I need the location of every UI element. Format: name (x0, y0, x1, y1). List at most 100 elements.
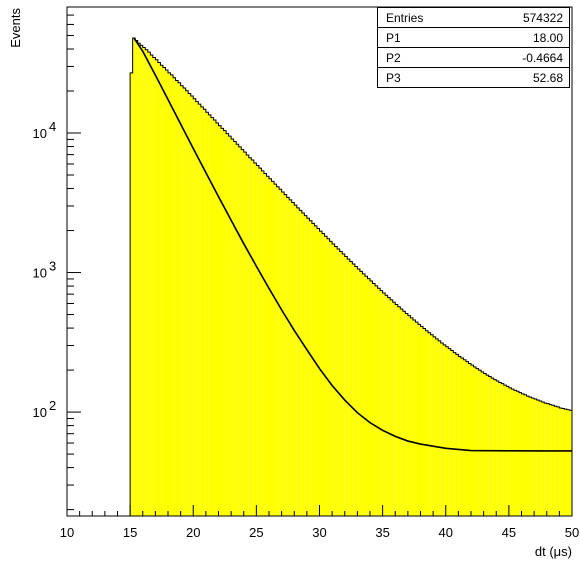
histogram-bin (284, 194, 287, 516)
histogram-bin (173, 77, 176, 516)
histogram-bin (269, 178, 272, 516)
histogram-bin (155, 59, 158, 516)
histogram-bin (188, 93, 191, 516)
histogram-bin (415, 322, 418, 516)
histogram-bin (165, 69, 168, 516)
histogram-bin (339, 251, 343, 517)
x-axis-label: dt (μs) (535, 544, 572, 559)
histogram-bin (516, 391, 519, 516)
histogram-bin (228, 136, 232, 516)
x-tick-label: 40 (439, 525, 453, 540)
histogram-bin (455, 354, 459, 516)
histogram-bin (428, 332, 431, 516)
histogram-bin (152, 57, 156, 517)
histogram-bin (160, 65, 163, 516)
fit-curve (133, 37, 572, 452)
histogram-bin (248, 157, 252, 516)
histogram-bin (271, 181, 275, 516)
histogram-bin (200, 106, 204, 517)
histogram-bin (349, 261, 353, 516)
histogram-bin (405, 313, 408, 516)
histogram-bin (483, 373, 487, 516)
histogram-bin (279, 189, 282, 516)
histogram-bin (329, 241, 333, 516)
histogram-bin (274, 184, 277, 516)
stats-value: 574322 (522, 10, 563, 25)
histogram-bin (203, 109, 206, 516)
histogram-bin (420, 326, 424, 516)
histogram-bin (157, 62, 161, 516)
histogram-bin (319, 231, 323, 517)
stats-value: 52.68 (532, 70, 563, 85)
histogram-bin (296, 207, 300, 516)
histogram-bin (561, 408, 565, 516)
histogram-bin (400, 308, 403, 516)
histogram-bin (316, 228, 320, 516)
histogram-bin (304, 215, 307, 516)
histogram-bin (162, 67, 166, 516)
y-tick-exponent: 3 (49, 259, 56, 274)
x-tick-label: 25 (249, 525, 263, 540)
histogram-bin (241, 149, 244, 516)
histogram-bin (471, 365, 474, 516)
histogram-bin (142, 47, 146, 517)
histogram-bin (168, 72, 171, 517)
histogram-bin (493, 379, 497, 516)
histogram-bin (491, 378, 494, 516)
histogram-bin (564, 409, 567, 516)
stats-row-p3: P3 52.68 (378, 67, 569, 87)
histogram-bin (243, 152, 247, 516)
histogram-bin (478, 370, 482, 516)
histogram-bin (145, 49, 148, 517)
histogram-bin (448, 348, 451, 516)
histogram-bin (357, 268, 360, 516)
histogram-outline (129, 37, 572, 516)
stats-value: 18.00 (532, 30, 563, 45)
y-tick-label: 10 (33, 405, 47, 420)
histogram-bin (218, 125, 222, 516)
histogram-bin (175, 80, 179, 516)
histogram-bin (231, 139, 234, 516)
histogram-bin (453, 352, 456, 516)
histogram-bin (185, 90, 189, 517)
x-tick-label: 35 (375, 525, 389, 540)
x-tick-label: 30 (312, 525, 326, 540)
histogram-bin (385, 295, 388, 516)
histogram-bin (208, 114, 211, 517)
x-tick-label: 20 (186, 525, 200, 540)
histogram-bin (342, 254, 345, 516)
histogram-bin (354, 266, 358, 516)
histogram-bin (215, 122, 219, 517)
histogram-bin (380, 290, 383, 516)
histogram-bin (425, 330, 429, 516)
histogram-bin (521, 393, 525, 516)
histogram-bin (301, 213, 305, 516)
histogram-bin (423, 328, 426, 516)
histogram-bin (433, 336, 436, 516)
stats-box: Entries 574322 P1 18.00 P2 -0.4664 P3 52… (377, 7, 570, 88)
histogram-bin (263, 173, 267, 516)
histogram-bin (306, 218, 310, 517)
histogram-bin (256, 165, 259, 517)
histogram-bin (372, 283, 376, 516)
histogram-bin (518, 392, 522, 516)
histogram-bin (375, 285, 378, 516)
histogram-bin (488, 376, 492, 516)
histogram-bin (402, 311, 406, 516)
histogram-bin (417, 324, 421, 516)
histogram-bin (205, 112, 209, 516)
histogram-bin (281, 191, 285, 516)
histogram-bin (198, 104, 201, 516)
x-tick-label: 50 (565, 525, 579, 540)
histogram-bin (147, 52, 151, 516)
histogram-bin (526, 396, 530, 516)
histogram-bin (334, 246, 338, 516)
y-tick-label: 10 (33, 126, 47, 141)
histogram-bin (352, 264, 355, 516)
histogram-bin (364, 276, 368, 516)
histogram-bin (435, 338, 439, 516)
histogram-bin (524, 394, 527, 516)
histogram-bin (135, 40, 138, 517)
histogram-bin (511, 389, 514, 516)
y-tick-exponent: 2 (49, 398, 56, 413)
